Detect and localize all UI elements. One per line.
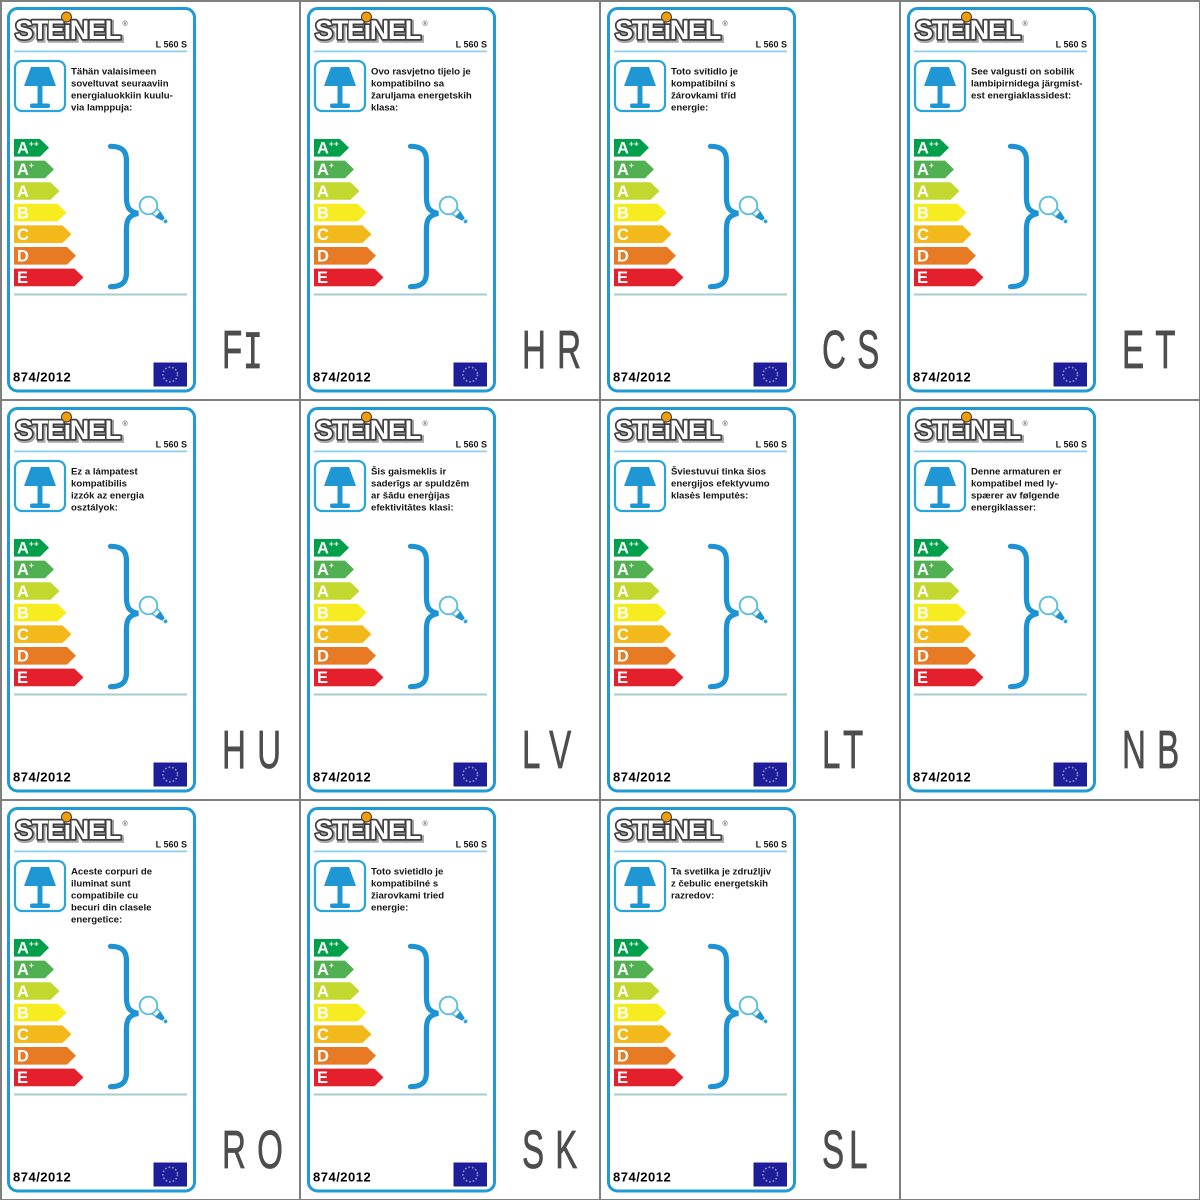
svg-text:SL: SL bbox=[822, 1121, 872, 1180]
svg-text:NB: NB bbox=[1122, 721, 1190, 780]
svg-text:ET: ET bbox=[1122, 321, 1187, 380]
svg-text:HR: HR bbox=[522, 321, 592, 380]
svg-text:LT: LT bbox=[822, 721, 868, 780]
svg-text:RO: RO bbox=[222, 1121, 294, 1180]
svg-text:SK: SK bbox=[522, 1121, 589, 1180]
svg-text:FI: FI bbox=[222, 321, 263, 385]
svg-text:LV: LV bbox=[522, 721, 582, 780]
svg-text:HU: HU bbox=[222, 721, 292, 780]
svg-text:CS: CS bbox=[822, 321, 890, 380]
